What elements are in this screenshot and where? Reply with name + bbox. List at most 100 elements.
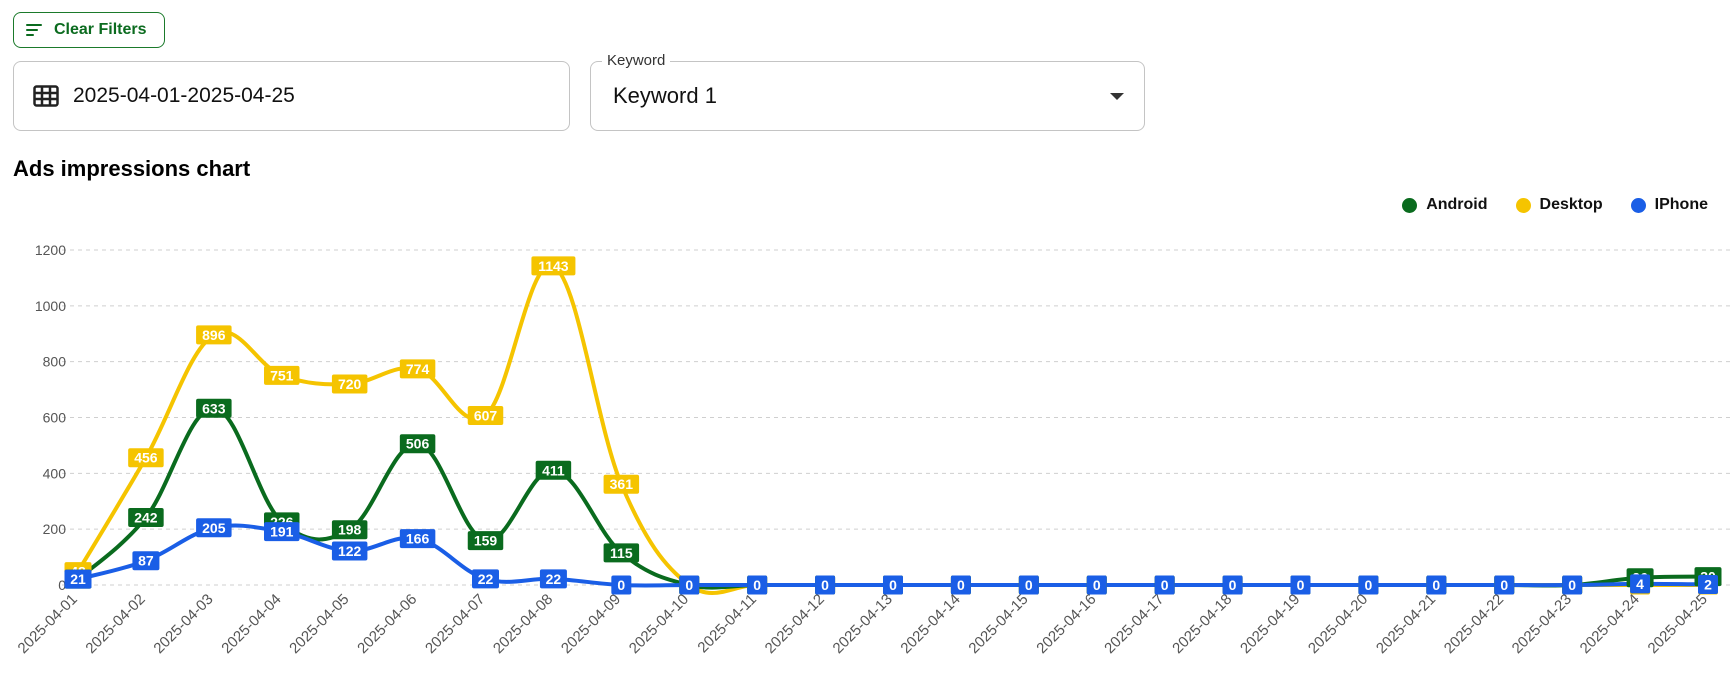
- data-label-android: 159: [474, 533, 498, 549]
- date-range-field[interactable]: 2025-04-01-2025-04-25: [13, 61, 570, 131]
- data-label-iphone: 122: [338, 543, 362, 559]
- legend-item-desktop: Desktop: [1515, 196, 1603, 214]
- date-range-value: 2025-04-01-2025-04-25: [73, 84, 295, 107]
- x-tick-label: 2025-04-18: [1169, 591, 1235, 657]
- data-label-iphone: 2: [1704, 576, 1712, 592]
- data-label-bg-iphone: [1698, 574, 1718, 594]
- data-label-bg-iphone: [1562, 575, 1583, 595]
- data-label-bg-android: [467, 531, 504, 551]
- data-label-android: 198: [338, 522, 362, 538]
- data-label-iphone: 191: [270, 524, 294, 540]
- data-label-iphone: 0: [1432, 577, 1440, 593]
- x-tick-label: 2025-04-22: [1441, 591, 1507, 657]
- legend-dot-android: [1402, 197, 1418, 213]
- data-label-iphone: 87: [138, 553, 154, 569]
- data-label-bg-iphone: [1358, 575, 1379, 595]
- data-label-android: 633: [202, 400, 226, 416]
- caret-down-icon: [1110, 93, 1124, 100]
- data-label-bg-iphone: [331, 541, 368, 561]
- y-tick-label: 400: [43, 465, 67, 481]
- data-label-bg-iphone: [815, 575, 836, 595]
- data-label-bg-iphone: [1154, 575, 1175, 595]
- data-label-iphone: 205: [202, 520, 226, 536]
- keyword-value: Keyword 1: [613, 83, 717, 108]
- data-label-desktop: 774: [406, 361, 430, 377]
- data-label-bg-desktop: [603, 474, 640, 494]
- data-label-bg-iphone: [1630, 574, 1651, 594]
- clear-filters-button[interactable]: Clear Filters: [13, 12, 165, 48]
- data-label-bg-desktop: [196, 325, 232, 345]
- x-tick-label: 2025-04-25: [1645, 591, 1711, 657]
- data-label-bg-desktop: [331, 374, 368, 394]
- x-tick-label: 2025-04-24: [1577, 591, 1643, 657]
- x-tick-label: 2025-04-03: [150, 591, 216, 657]
- data-label-iphone: 0: [821, 577, 829, 593]
- data-label-bg-iphone: [132, 551, 160, 571]
- data-label-android: 242: [134, 509, 158, 525]
- x-tick-label: 2025-04-17: [1101, 591, 1167, 657]
- x-tick-label: 2025-04-16: [1033, 591, 1099, 657]
- data-label-iphone: 0: [753, 577, 761, 593]
- data-label-desktop: 456: [134, 450, 158, 466]
- data-label-bg-iphone: [611, 575, 632, 595]
- x-tick-label: 2025-04-19: [1237, 591, 1303, 657]
- data-label-desktop: 607: [474, 408, 498, 424]
- x-tick-label: 2025-04-20: [1305, 591, 1371, 657]
- legend-dot-iphone: [1630, 197, 1646, 213]
- data-label-iphone: 22: [546, 571, 562, 587]
- data-label-bg-android: [128, 507, 164, 527]
- x-tick-label: 2025-04-15: [965, 591, 1031, 657]
- legend-item-iphone: IPhone: [1630, 196, 1708, 214]
- data-label-bg-desktop: [264, 365, 300, 385]
- data-label-bg-iphone: [1290, 575, 1311, 595]
- data-label-iphone: 0: [1568, 577, 1576, 593]
- x-tick-label: 2025-04-10: [626, 591, 692, 657]
- x-tick-label: 2025-04-09: [558, 591, 624, 657]
- data-label-bg-desktop: [467, 406, 504, 426]
- data-label-bg-desktop: [128, 448, 164, 468]
- data-label-bg-iphone: [1018, 575, 1039, 595]
- x-tick-label: 2025-04-21: [1373, 591, 1439, 657]
- data-label-bg-android: [535, 460, 572, 480]
- data-label-iphone: 0: [1025, 577, 1033, 593]
- x-tick-label: 2025-04-04: [218, 591, 284, 657]
- data-label-iphone: 22: [478, 571, 494, 587]
- legend-dot-desktop: [1515, 197, 1531, 213]
- series-line-android: [76, 406, 1709, 590]
- data-label-bg-iphone: [679, 575, 700, 595]
- data-label-bg-iphone: [883, 575, 903, 595]
- data-label-bg-iphone: [1222, 575, 1243, 595]
- data-label-bg-iphone: [1494, 575, 1515, 595]
- y-tick-label: 0: [58, 577, 66, 593]
- data-label-bg-android: [399, 434, 436, 454]
- data-label-bg-desktop: [399, 359, 436, 379]
- data-label-iphone: 0: [1500, 577, 1508, 593]
- data-label-iphone: 166: [406, 531, 430, 547]
- data-label-iphone: 0: [1093, 577, 1101, 593]
- keyword-select[interactable]: Keyword Keyword 1: [590, 52, 1145, 131]
- data-label-iphone: 0: [617, 577, 625, 593]
- x-tick-label: 2025-04-08: [490, 591, 556, 657]
- data-label-desktop: 720: [338, 376, 362, 392]
- data-label-android: 411: [542, 462, 565, 478]
- data-label-android: 506: [406, 436, 430, 452]
- chart-legend: Android Desktop IPhone: [1402, 196, 1708, 214]
- data-label-iphone: 0: [1365, 577, 1373, 593]
- y-tick-label: 600: [43, 410, 67, 426]
- data-label-bg-iphone: [1086, 575, 1107, 595]
- x-tick-label: 2025-04-23: [1509, 591, 1575, 657]
- data-label-iphone: 0: [1229, 577, 1237, 593]
- x-tick-label: 2025-04-14: [897, 591, 963, 657]
- chart-title: Ads impressions chart: [13, 156, 251, 181]
- filter-lines-icon: [26, 24, 44, 36]
- x-tick-label: 2025-04-11: [694, 591, 759, 656]
- x-tick-label: 2025-04-13: [830, 591, 896, 657]
- data-label-android: 115: [610, 545, 633, 561]
- data-label-iphone: 0: [685, 577, 693, 593]
- data-label-desktop: 1143: [538, 258, 569, 274]
- x-tick-label: 2025-04-06: [354, 591, 420, 657]
- data-label-bg-iphone: [472, 569, 499, 589]
- data-label-iphone: 0: [957, 577, 965, 593]
- data-label-iphone: 0: [889, 577, 897, 593]
